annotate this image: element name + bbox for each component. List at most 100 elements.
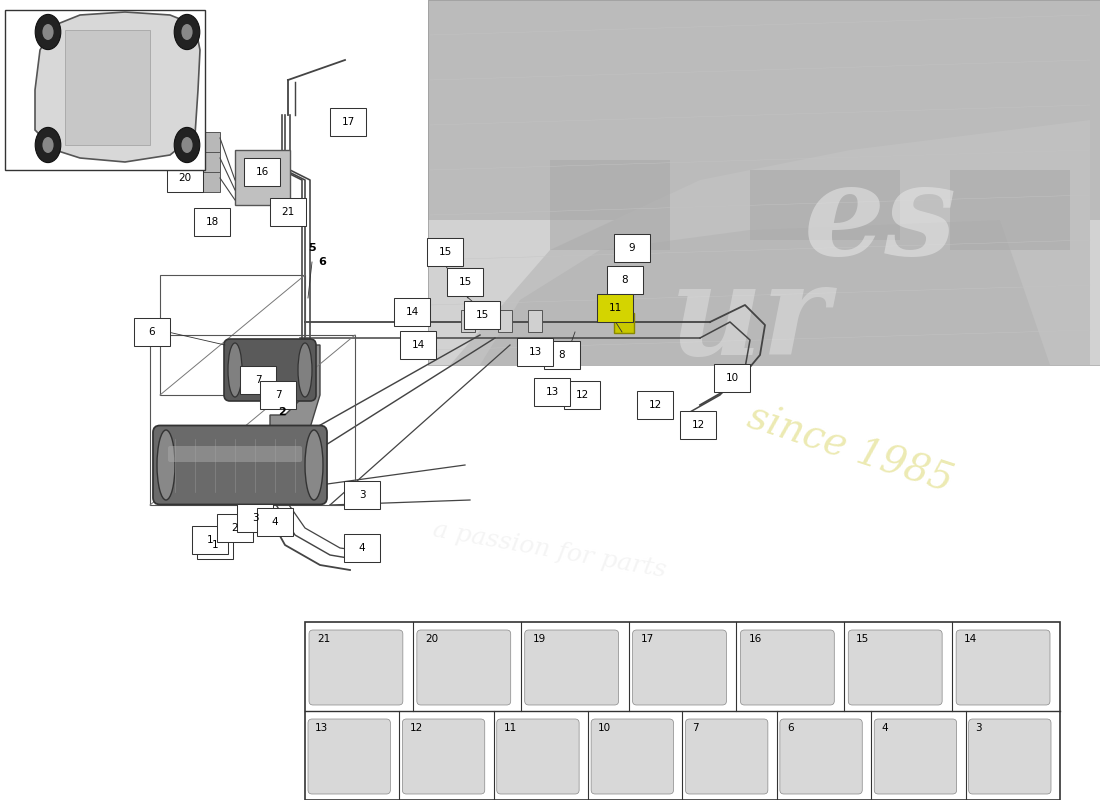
FancyBboxPatch shape [417,630,510,705]
FancyBboxPatch shape [464,301,500,329]
FancyBboxPatch shape [740,630,834,705]
Text: 10: 10 [598,723,612,733]
FancyBboxPatch shape [874,719,957,794]
Text: 14: 14 [406,307,419,317]
FancyBboxPatch shape [969,719,1050,794]
Text: a passion for parts: a passion for parts [431,518,669,582]
FancyBboxPatch shape [134,318,170,346]
Text: 14: 14 [411,340,425,350]
FancyBboxPatch shape [330,108,366,136]
Text: 4: 4 [359,543,365,553]
Ellipse shape [157,430,175,500]
FancyBboxPatch shape [497,719,579,794]
Text: 13: 13 [528,347,541,357]
FancyBboxPatch shape [544,341,580,369]
Text: 2: 2 [232,523,239,533]
Text: 15: 15 [439,247,452,257]
FancyBboxPatch shape [428,0,1100,220]
FancyBboxPatch shape [217,514,253,542]
FancyBboxPatch shape [591,719,673,794]
Text: 1: 1 [211,540,218,550]
Bar [65,30,150,145]
Text: 9: 9 [629,243,636,253]
Text: 8: 8 [559,350,565,360]
FancyBboxPatch shape [167,164,204,192]
FancyBboxPatch shape [427,238,463,266]
FancyBboxPatch shape [240,366,276,394]
FancyBboxPatch shape [614,234,650,262]
Bar [750,170,900,240]
Ellipse shape [174,14,200,50]
Bar [182,132,220,152]
FancyBboxPatch shape [153,426,327,505]
FancyBboxPatch shape [956,630,1050,705]
Text: 20: 20 [425,634,438,644]
Text: 5: 5 [308,243,316,253]
Text: 19: 19 [178,133,191,143]
FancyBboxPatch shape [167,144,204,172]
Bar [235,150,290,205]
Bar [528,310,542,332]
Text: 7: 7 [255,375,262,385]
Polygon shape [35,12,200,162]
Text: 17: 17 [341,117,354,127]
Text: 6: 6 [318,257,326,267]
FancyBboxPatch shape [344,481,380,509]
Bar [550,160,670,250]
Text: 6: 6 [786,723,793,733]
FancyBboxPatch shape [194,208,230,236]
Text: es: es [803,158,957,282]
FancyBboxPatch shape [236,504,273,532]
Ellipse shape [305,430,323,500]
FancyBboxPatch shape [637,391,673,419]
Bar [182,152,220,172]
Text: 12: 12 [409,723,422,733]
Bar [498,310,512,332]
Text: 13: 13 [546,387,559,397]
Text: 18: 18 [206,217,219,227]
FancyBboxPatch shape [714,364,750,392]
Text: ur: ur [670,258,830,382]
FancyBboxPatch shape [167,124,204,152]
Text: 16: 16 [255,167,268,177]
FancyBboxPatch shape [308,719,390,794]
FancyBboxPatch shape [564,381,600,409]
Bar [428,0,1100,365]
Ellipse shape [182,137,192,153]
Polygon shape [270,345,320,428]
Text: 14: 14 [964,634,978,644]
Text: 15: 15 [459,277,472,287]
Text: 3: 3 [359,490,365,500]
Text: 1: 1 [207,535,213,545]
FancyBboxPatch shape [685,719,768,794]
Bar [428,0,1100,365]
FancyBboxPatch shape [680,411,716,439]
FancyBboxPatch shape [168,446,302,462]
FancyBboxPatch shape [192,526,228,554]
FancyBboxPatch shape [244,158,280,186]
Text: 15: 15 [475,310,488,320]
Text: 11: 11 [608,303,622,313]
Bar [950,170,1070,250]
Text: 3: 3 [252,513,258,523]
FancyBboxPatch shape [309,630,403,705]
FancyBboxPatch shape [344,534,380,562]
Bar [461,310,475,332]
Polygon shape [480,220,1050,365]
Text: 19: 19 [178,153,191,163]
Text: 12: 12 [692,420,705,430]
FancyBboxPatch shape [403,719,485,794]
Text: 10: 10 [725,373,738,383]
Ellipse shape [298,343,312,397]
Text: 21: 21 [317,634,330,644]
FancyBboxPatch shape [614,313,634,333]
FancyBboxPatch shape [534,378,570,406]
FancyBboxPatch shape [400,331,436,359]
Text: 12: 12 [648,400,661,410]
FancyBboxPatch shape [197,531,233,559]
Text: 7: 7 [275,390,282,400]
FancyBboxPatch shape [517,338,553,366]
Text: 16: 16 [748,634,761,644]
FancyBboxPatch shape [257,508,293,536]
Text: 7: 7 [693,723,700,733]
